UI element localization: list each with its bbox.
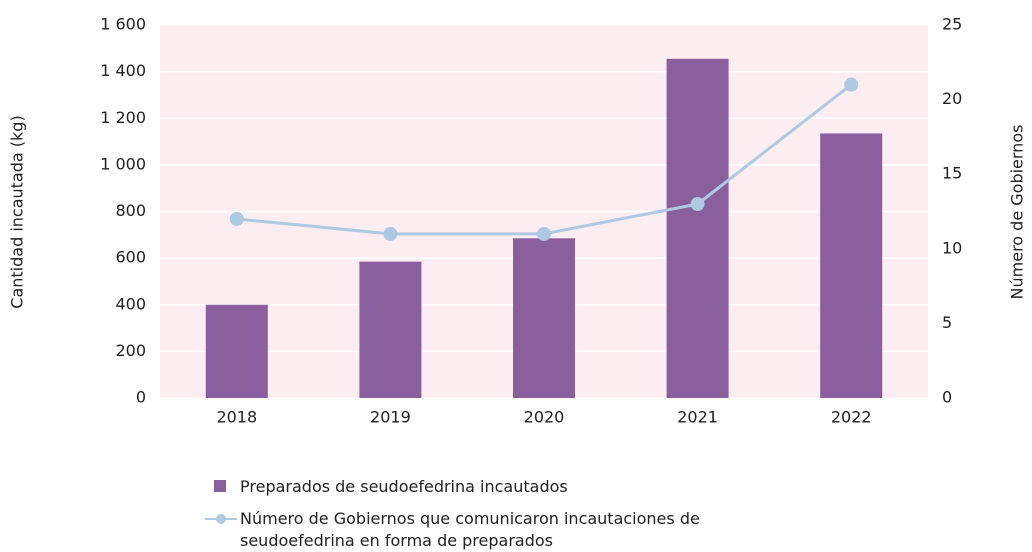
x-tick-label: 2018 [216,408,257,427]
y-tick-label: 400 [115,294,146,313]
line-marker [229,211,244,226]
y-tick-label: 800 [115,201,146,220]
y2-tick-label: 10 [942,238,962,257]
y-axis-label: Cantidad incautada (kg) [8,115,27,308]
y-tick-label: 1 400 [100,61,146,80]
x-tick-label: 2020 [524,408,565,427]
bar [666,58,729,398]
x-tick-label: 2021 [677,408,718,427]
line-marker [844,77,859,92]
y-tick-label: 1 600 [100,15,146,34]
line-marker [383,226,398,241]
bar [359,261,422,398]
y2-tick-label: 15 [942,164,962,183]
y2-tick-label: 0 [942,388,952,407]
line-marker [537,226,551,241]
line-marker [690,197,705,212]
legend-swatch [214,480,226,492]
x-tick-label: 2022 [831,408,872,427]
y2-tick-label: 25 [942,15,962,34]
y2-tick-label: 20 [942,89,962,108]
bar [205,304,268,398]
y-tick-label: 200 [115,341,146,360]
y2-tick-label: 5 [942,313,952,332]
y-tick-label: 600 [115,248,146,267]
bar [513,238,575,398]
y-tick-label: 1 200 [100,108,146,127]
legend-entry: Preparados de seudoefedrina incautados [240,477,568,496]
legend-entry: Número de Gobiernos que comunicaron inca… [240,509,700,550]
y-tick-label: 1 000 [100,154,146,173]
legend-marker [216,514,226,524]
x-tick-label: 2019 [370,408,411,427]
y2-axis-label: Número de Gobiernos [1008,125,1027,300]
bar [820,133,883,398]
y-tick-label: 0 [136,388,146,407]
